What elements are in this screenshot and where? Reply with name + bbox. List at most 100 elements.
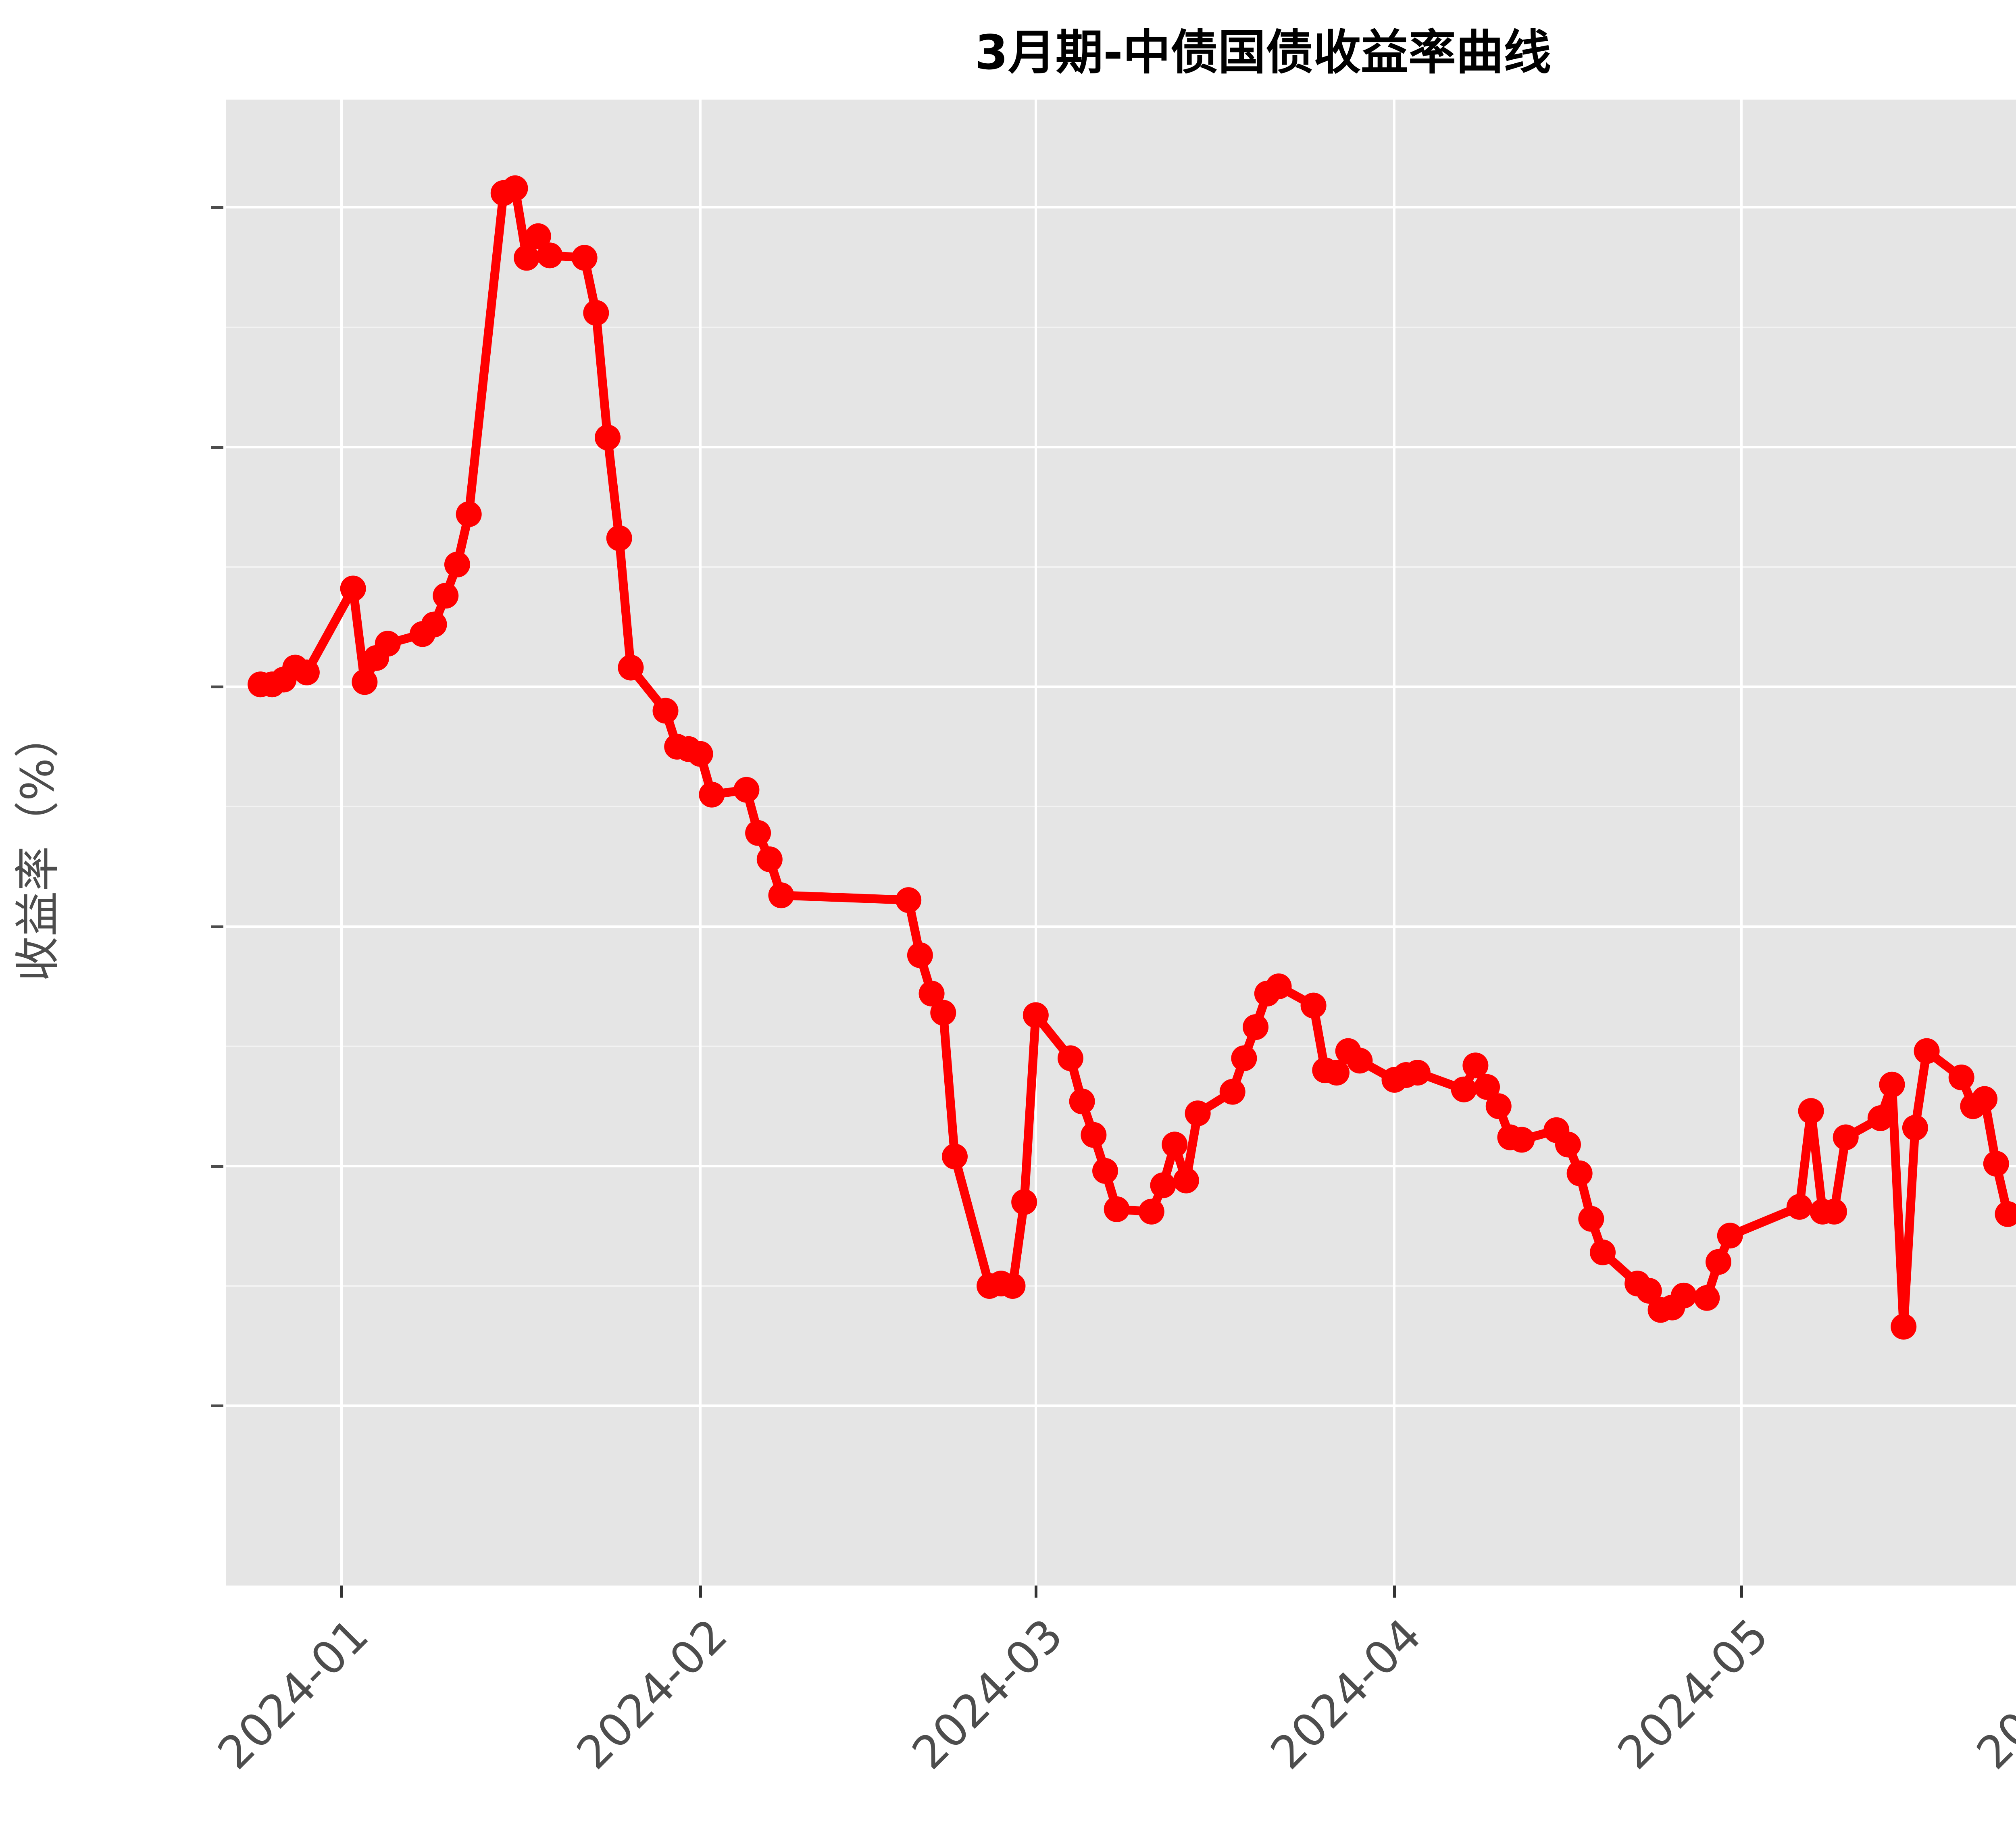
series-point — [1104, 1196, 1130, 1222]
page-title: 3月期-中债国债收益率曲线 — [975, 25, 1552, 80]
series-point-group — [248, 175, 2016, 1340]
series-point — [571, 245, 598, 271]
series-point — [456, 501, 482, 527]
series-point — [1243, 1014, 1269, 1040]
series-point — [1972, 1086, 1998, 1112]
series-point — [907, 942, 933, 968]
gridline-horizontal-minor — [226, 566, 2016, 568]
series-point — [1162, 1131, 1188, 1158]
series-point — [1995, 1201, 2016, 1227]
gridline-vertical — [1034, 100, 1037, 1586]
x-tick-label: 2024-04 — [1261, 1609, 1432, 1779]
series-point — [1138, 1198, 1164, 1225]
series-point — [444, 552, 470, 578]
gridline-vertical — [1393, 100, 1396, 1586]
series-point — [1324, 1060, 1350, 1086]
series-point — [1266, 973, 1292, 1000]
series-point — [1694, 1285, 1720, 1311]
series-point — [733, 777, 760, 803]
series-point — [1451, 1076, 1477, 1102]
series-point — [595, 425, 621, 451]
series-point — [1347, 1048, 1373, 1074]
x-tick-mark — [699, 1586, 702, 1598]
x-tick-mark — [1034, 1586, 1037, 1598]
gridline-horizontal — [226, 1165, 2016, 1167]
x-tick-label: 2024-06 — [1967, 1609, 2016, 1779]
series-point — [1566, 1160, 1593, 1186]
series-point — [1011, 1189, 1037, 1215]
series-point — [1185, 1100, 1211, 1127]
x-tick-label: 2024-03 — [902, 1609, 1073, 1779]
series-point — [340, 575, 366, 602]
x-tick-mark — [1740, 1586, 1743, 1598]
y-tick-mark — [211, 446, 223, 449]
series-point — [1462, 1052, 1489, 1079]
x-tick-mark — [1393, 1586, 1396, 1598]
gridline-vertical — [699, 100, 702, 1586]
y-tick-mark — [211, 1165, 223, 1168]
series-point — [606, 525, 632, 551]
gridline-horizontal — [226, 686, 2016, 688]
series-point — [896, 887, 922, 913]
series-point — [1833, 1124, 1859, 1150]
series-point — [930, 1000, 956, 1026]
series-point — [1509, 1127, 1535, 1153]
y-tick-mark — [211, 206, 223, 209]
gridline-horizontal — [226, 1404, 2016, 1407]
series-point — [1914, 1038, 1940, 1064]
series-point — [375, 631, 401, 657]
series-line — [256, 183, 2016, 1331]
series-point — [1948, 1064, 1974, 1090]
y-tick-mark — [211, 1404, 223, 1408]
series-point — [1000, 1273, 1026, 1299]
series-point — [1404, 1060, 1431, 1086]
series-point — [514, 245, 540, 271]
series-point — [352, 669, 378, 695]
series-point — [1902, 1115, 1928, 1141]
series-point — [687, 741, 713, 767]
x-tick-label: 2024-05 — [1608, 1609, 1779, 1779]
series-point — [1891, 1314, 1917, 1340]
y-axis-title: 收益率（%） — [12, 713, 64, 982]
series-layer — [248, 175, 2016, 1340]
gridline-vertical — [340, 100, 343, 1586]
series-point — [1590, 1239, 1616, 1265]
series-point — [1786, 1194, 1812, 1220]
series-point — [1150, 1172, 1176, 1198]
series-point — [1231, 1045, 1257, 1071]
series-point — [618, 654, 644, 681]
series-point — [1092, 1158, 1118, 1184]
series-point — [433, 583, 459, 609]
y-tick-mark — [211, 686, 223, 689]
series-point — [1636, 1277, 1662, 1304]
series-point — [1879, 1071, 1905, 1098]
series-point — [1485, 1093, 1512, 1119]
series-point — [1081, 1122, 1107, 1148]
series-point — [1867, 1105, 1893, 1131]
gridline-horizontal — [226, 206, 2016, 209]
series-point — [1057, 1045, 1083, 1071]
series-point — [294, 659, 320, 686]
series-point — [1798, 1098, 1824, 1124]
series-point — [699, 781, 725, 808]
series-point — [1706, 1249, 1732, 1275]
series-point — [537, 242, 563, 269]
gridline-vertical — [1740, 100, 1743, 1586]
series-point — [1023, 1002, 1049, 1028]
series-point — [745, 820, 771, 846]
series-point — [1821, 1198, 1847, 1225]
x-tick-label: 2024-01 — [208, 1609, 379, 1779]
series-point — [768, 882, 794, 908]
x-tick-label: 2024-02 — [566, 1609, 737, 1779]
y-tick-mark — [211, 925, 223, 928]
series-point — [421, 611, 447, 638]
series-point — [1300, 992, 1327, 1019]
series-point — [1578, 1206, 1604, 1232]
gridline-horizontal-minor — [226, 326, 2016, 328]
series-point — [918, 980, 945, 1006]
gridline-horizontal-minor — [226, 806, 2016, 808]
series-point — [525, 223, 551, 249]
x-tick-mark — [340, 1586, 343, 1598]
series-point — [1555, 1131, 1581, 1158]
